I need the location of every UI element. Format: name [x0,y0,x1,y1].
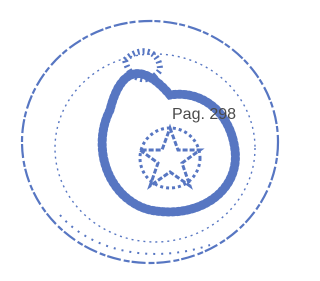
background [0,0,287,281]
page: Pag. 298 (() => { const data = JSON.pars… [0,0,287,281]
stamp-image: Pag. 298 [0,0,287,281]
page-number: Pag. 298 [172,106,236,123]
